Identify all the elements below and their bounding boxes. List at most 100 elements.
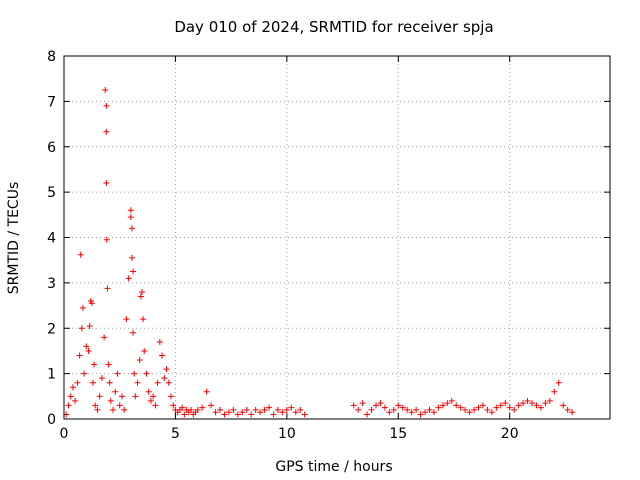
data-point	[546, 397, 553, 404]
y-tick-label: 2	[47, 321, 56, 337]
data-point	[143, 370, 150, 377]
data-point	[141, 347, 148, 354]
data-point	[106, 379, 113, 386]
data-point	[261, 406, 268, 413]
data-point	[107, 397, 114, 404]
data-point	[395, 402, 402, 409]
data-point	[373, 402, 379, 409]
data-point	[188, 406, 195, 413]
data-point	[132, 393, 139, 400]
data-point	[248, 411, 255, 418]
data-point	[203, 388, 210, 395]
data-point	[506, 404, 513, 411]
data-point	[134, 379, 141, 386]
y-tick-label: 8	[47, 49, 56, 65]
data-point	[444, 400, 451, 407]
data-point	[103, 236, 110, 243]
data-point	[555, 379, 562, 386]
data-point	[225, 409, 232, 416]
data-point	[104, 285, 111, 292]
data-point	[128, 225, 135, 232]
data-point	[150, 393, 157, 400]
data-point	[208, 402, 215, 409]
data-point	[98, 375, 105, 382]
data-point	[121, 406, 128, 413]
x-axis-label: GPS time / hours	[275, 459, 392, 475]
data-point	[89, 379, 96, 386]
data-point	[257, 409, 264, 416]
data-point	[179, 404, 186, 411]
data-point	[292, 409, 299, 416]
data-point	[364, 411, 371, 418]
data-point	[78, 325, 85, 332]
data-point	[297, 406, 304, 413]
data-point	[118, 393, 125, 400]
data-point	[355, 406, 362, 413]
data-point	[560, 402, 567, 409]
data-point	[234, 411, 241, 418]
ticks-layer: 0 5 10 15 20 0 1 2 3 4 5 6 7 8	[47, 49, 610, 442]
data-point	[404, 406, 411, 413]
data-point	[181, 411, 188, 418]
data-point	[86, 322, 93, 329]
data-point	[529, 400, 535, 407]
data-point	[417, 411, 424, 418]
x-tick-label: 5	[171, 426, 180, 442]
data-point	[130, 329, 137, 336]
data-point	[152, 402, 159, 409]
data-point	[125, 275, 132, 282]
x-tick-label: 20	[501, 426, 519, 442]
data-point	[96, 393, 103, 400]
data-point	[243, 406, 250, 413]
data-point	[116, 402, 123, 409]
data-point	[381, 404, 388, 411]
data-point	[76, 352, 83, 359]
data-point	[564, 406, 571, 413]
data-point	[114, 370, 121, 377]
data-point	[457, 404, 464, 411]
data-point	[515, 402, 522, 409]
data-point	[569, 409, 576, 416]
data-point	[130, 268, 137, 275]
y-tick-label: 5	[47, 185, 56, 201]
data-point	[74, 379, 81, 386]
data-point	[91, 361, 98, 368]
data-point	[136, 357, 143, 364]
data-point	[533, 402, 540, 409]
y-tick-label: 3	[47, 276, 56, 292]
data-point	[288, 404, 295, 411]
data-point	[537, 404, 544, 411]
data-point	[85, 347, 92, 354]
data-point	[448, 397, 455, 404]
data-point	[301, 411, 308, 418]
data-point	[92, 402, 99, 409]
data-point	[471, 406, 478, 413]
data-point	[112, 388, 119, 395]
data-point	[137, 293, 144, 300]
data-point	[475, 404, 482, 411]
data-point	[252, 406, 259, 413]
data-point	[103, 102, 110, 109]
data-point	[145, 388, 152, 395]
data-point	[430, 409, 437, 416]
data-point	[511, 406, 518, 413]
data-point	[105, 361, 112, 368]
x-tick-label: 15	[389, 426, 407, 442]
data-point	[359, 400, 366, 407]
data-point	[79, 304, 86, 311]
data-point	[128, 254, 135, 261]
data-point	[493, 404, 500, 411]
x-tick-label: 10	[278, 426, 296, 442]
data-point	[484, 406, 491, 413]
data-point	[524, 397, 531, 404]
data-point	[488, 409, 495, 416]
data-point	[103, 180, 110, 187]
data-point	[520, 400, 527, 407]
data-point	[230, 406, 237, 413]
data-point	[502, 400, 509, 407]
data-point	[435, 404, 442, 411]
data-point	[83, 343, 90, 350]
data-point	[127, 214, 134, 221]
data-point	[88, 300, 95, 307]
data-point	[103, 128, 110, 135]
